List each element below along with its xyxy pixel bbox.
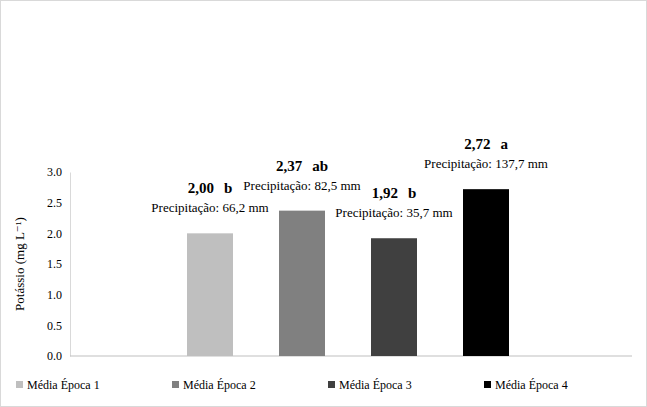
y-tick: 1.0 bbox=[47, 288, 70, 302]
y-tick-label: 2.0 bbox=[47, 227, 62, 241]
legend-label: Média Época 2 bbox=[183, 378, 256, 392]
annotation: Precipitação: 82,5 mm bbox=[243, 178, 360, 193]
y-axis-line bbox=[70, 173, 71, 357]
legend-label: Média Época 1 bbox=[27, 378, 100, 392]
bar bbox=[187, 233, 233, 356]
value-label: 2,37 ab bbox=[276, 158, 328, 174]
value-label-number: 2,72 bbox=[464, 136, 490, 152]
value-label-number: 2,00 bbox=[188, 180, 214, 196]
legend-item: Média Época 1 bbox=[16, 378, 100, 392]
value-label-number: 1,92 bbox=[372, 185, 398, 201]
x-axis-line bbox=[70, 356, 632, 357]
annotation: Precipitação: 137,7 mm bbox=[424, 156, 548, 171]
legend-label: Média Época 3 bbox=[339, 378, 412, 392]
legend-swatch bbox=[16, 381, 23, 388]
value-label: 2,72 a bbox=[464, 136, 508, 152]
legend-swatch bbox=[328, 381, 335, 388]
value-label-letter: b bbox=[408, 185, 416, 201]
bar bbox=[279, 211, 325, 356]
chart-svg: 0.0 0.5 1.0 1.5 2.0 2.5 3.0 Potássio (mg L⁻¹) 2,… bbox=[0, 0, 647, 407]
value-label: 1,92 b bbox=[372, 185, 417, 201]
y-tick-label: 2.5 bbox=[47, 196, 62, 210]
value-label: 2,00 b bbox=[188, 180, 233, 196]
annotation: Precipitação: 35,7 mm bbox=[335, 205, 452, 220]
annotation: Precipitação: 66,2 mm bbox=[151, 200, 268, 215]
y-tick-label: 1.0 bbox=[47, 288, 62, 302]
y-tick-label: 0.5 bbox=[47, 319, 62, 333]
legend-swatch bbox=[172, 381, 179, 388]
legend-item: Média Época 3 bbox=[328, 378, 412, 392]
legend-item: Média Época 2 bbox=[172, 378, 256, 392]
legend-swatch bbox=[484, 381, 491, 388]
legend: Média Época 1 Média Época 2 Média Época 3 M… bbox=[16, 378, 568, 392]
legend-item: Média Época 4 bbox=[484, 378, 568, 392]
y-axis-title: Potássio (mg L⁻¹) bbox=[12, 217, 27, 311]
legend-label: Média Época 4 bbox=[495, 378, 568, 392]
y-tick: 2.5 bbox=[47, 196, 70, 210]
y-tick: 3.0 bbox=[47, 165, 70, 179]
value-label-letter: b bbox=[224, 180, 232, 196]
data-labels: 2,00bPrecipitação: 66,2 mm2,37abPrecipit… bbox=[151, 136, 548, 220]
value-label-letter: a bbox=[500, 136, 508, 152]
y-tick: 2.0 bbox=[47, 227, 70, 241]
chart-container: 0.0 0.5 1.0 1.5 2.0 2.5 3.0 Potássio (mg L⁻¹) 2,… bbox=[0, 0, 647, 407]
y-tick: 0.0 bbox=[47, 349, 70, 363]
chart-frame bbox=[1, 1, 647, 407]
value-label-number: 2,37 bbox=[276, 158, 303, 174]
y-tick-label: 0.0 bbox=[47, 349, 62, 363]
value-label-letter: ab bbox=[312, 158, 328, 174]
y-tick: 1.5 bbox=[47, 257, 70, 271]
y-axis: 0.0 0.5 1.0 1.5 2.0 2.5 3.0 bbox=[47, 165, 71, 363]
bar bbox=[371, 238, 417, 356]
bar bbox=[463, 189, 509, 356]
y-tick: 0.5 bbox=[47, 319, 70, 333]
y-tick-label: 1.5 bbox=[47, 257, 62, 271]
y-tick-label: 3.0 bbox=[47, 165, 62, 179]
